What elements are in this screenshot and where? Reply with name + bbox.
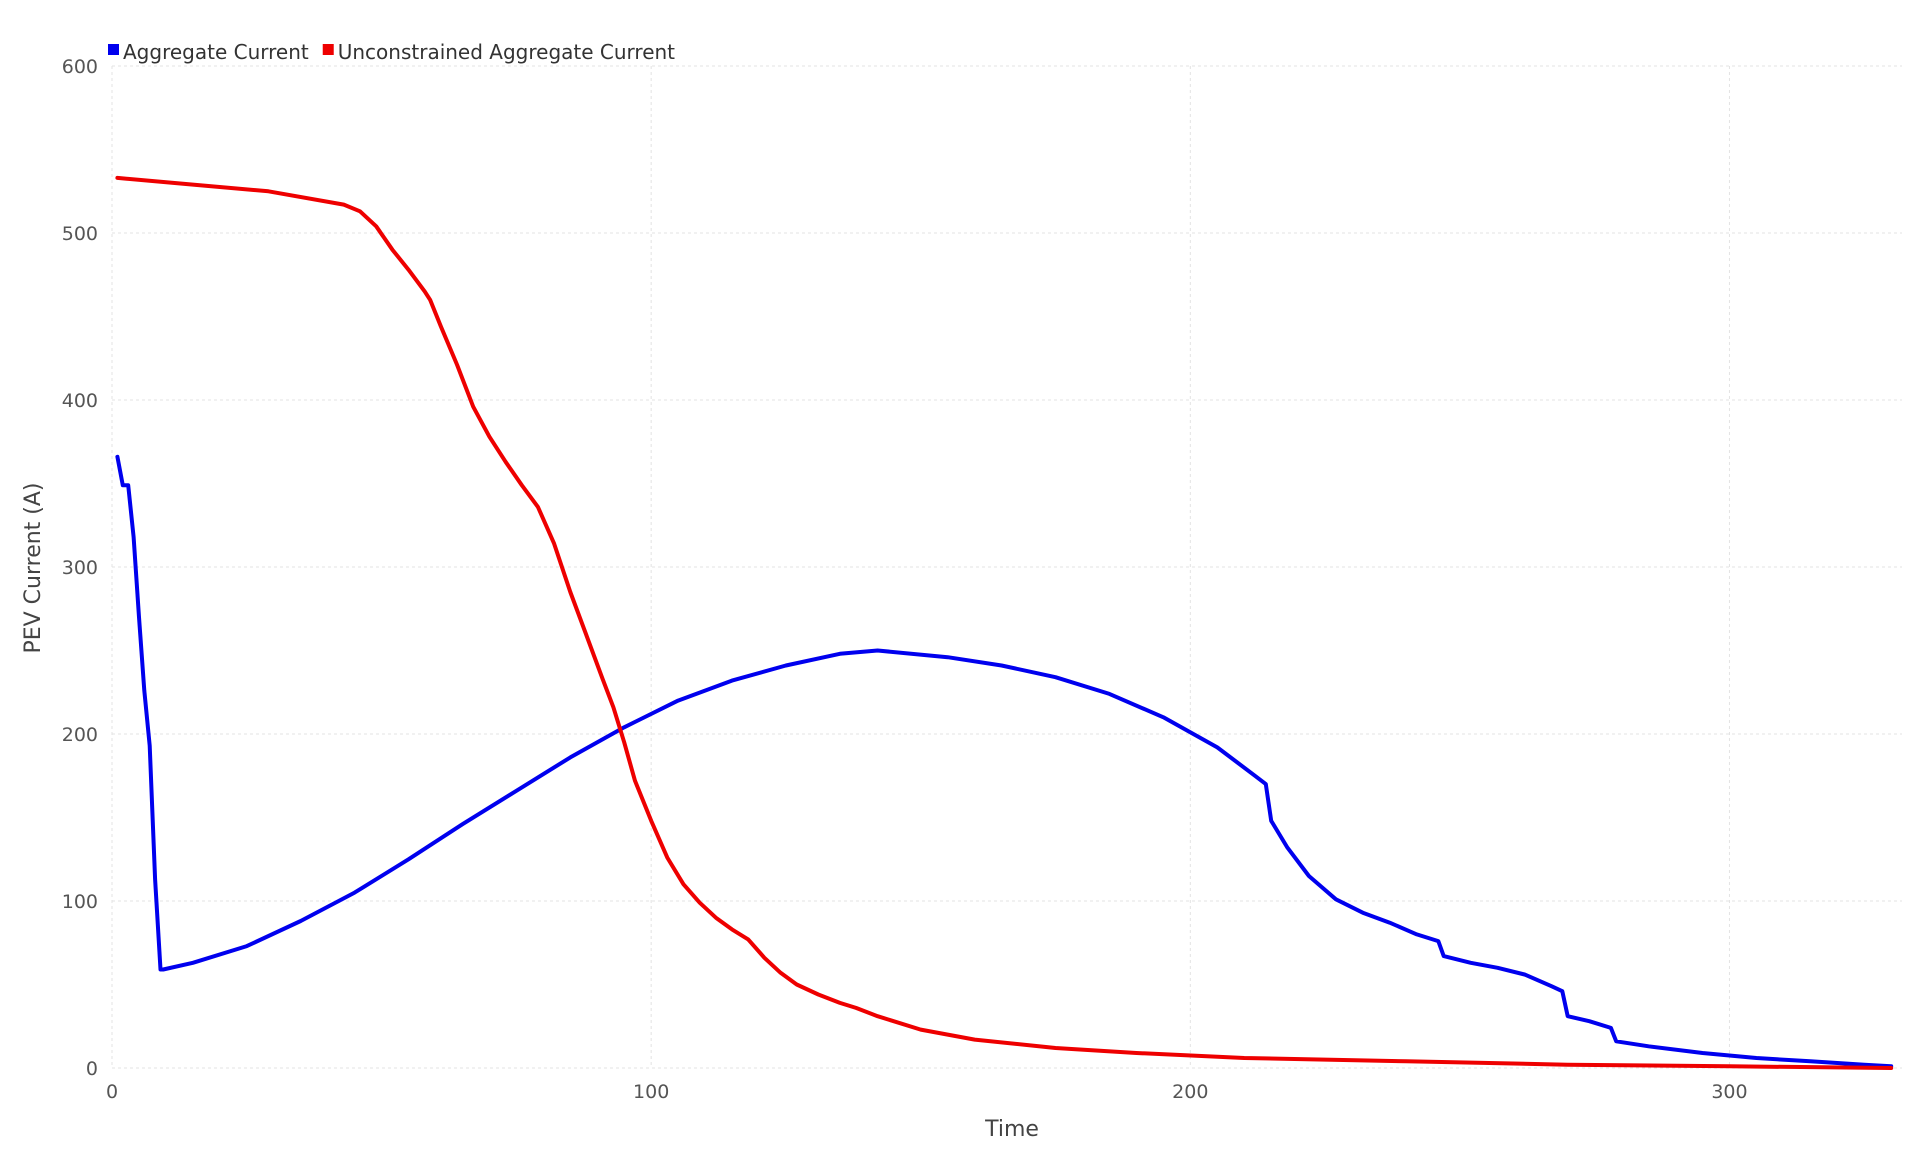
x-tick-label: 0	[106, 1081, 118, 1103]
legend-label: Aggregate Current	[123, 40, 309, 64]
x-tick-label: 300	[1711, 1081, 1747, 1103]
axis-layer: Time PEV Current (A) 0 100 200 300 400 500 600…	[21, 56, 1748, 1142]
x-tick-label: 100	[633, 1081, 669, 1103]
y-tick-label: 600	[62, 56, 98, 78]
y-tick-label: 500	[62, 223, 98, 245]
legend[interactable]: Aggregate Current Unconstrained Aggregate…	[108, 40, 675, 64]
legend-label: Unconstrained Aggregate Current	[338, 40, 675, 64]
y-tick-label: 0	[86, 1058, 98, 1080]
y-tick-label: 400	[62, 390, 98, 412]
y-tick-label: 200	[62, 724, 98, 746]
series-layer	[115, 175, 1894, 1070]
series-line-0[interactable]	[115, 454, 1894, 1069]
y-axis-title: PEV Current (A)	[21, 482, 46, 653]
series-line-1[interactable]	[115, 175, 1894, 1070]
x-tick-label: 200	[1172, 1081, 1208, 1103]
legend-item-1[interactable]: Unconstrained Aggregate Current	[322, 40, 675, 64]
y-tick-label: 300	[62, 557, 98, 579]
legend-item-0[interactable]: Aggregate Current	[108, 40, 309, 64]
legend-swatch	[108, 44, 119, 55]
legend-swatch	[322, 44, 334, 55]
y-tick-label: 100	[62, 891, 98, 913]
grid-layer	[111, 65, 1902, 1069]
x-axis-title: Time	[984, 1117, 1039, 1142]
